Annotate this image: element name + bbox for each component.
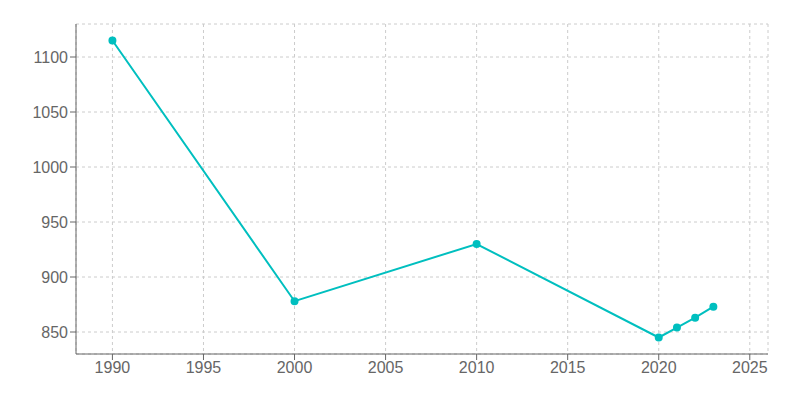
svg-text:950: 950 [41,214,68,231]
svg-text:850: 850 [41,324,68,341]
svg-text:2005: 2005 [368,359,404,376]
svg-text:2015: 2015 [550,359,586,376]
svg-text:1050: 1050 [32,104,68,121]
svg-text:900: 900 [41,269,68,286]
svg-text:2010: 2010 [459,359,495,376]
svg-text:1000: 1000 [32,159,68,176]
svg-text:2000: 2000 [277,359,313,376]
svg-text:1990: 1990 [95,359,131,376]
svg-text:2020: 2020 [641,359,677,376]
svg-text:1100: 1100 [34,49,69,66]
svg-text:2025: 2025 [732,359,768,376]
svg-text:1995: 1995 [186,359,222,376]
